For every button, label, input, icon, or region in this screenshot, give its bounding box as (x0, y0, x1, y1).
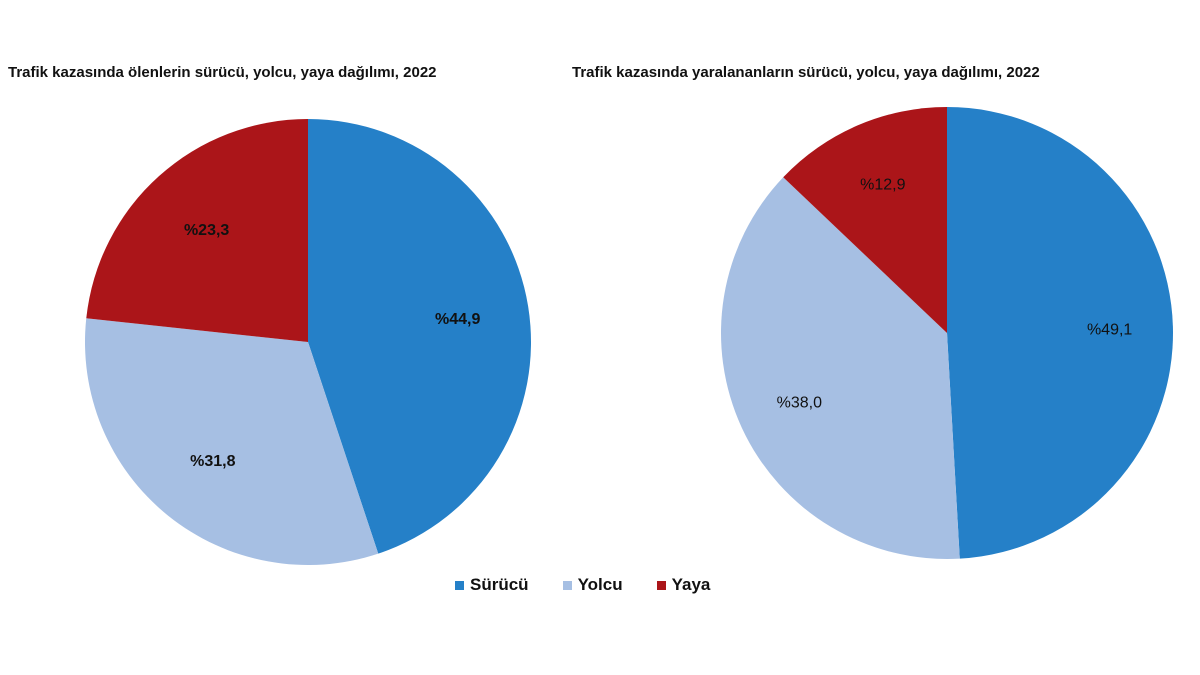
data-label: %12,9 (860, 176, 905, 193)
legend-item-yaya: Yaya (656, 575, 711, 595)
data-label: %38,0 (777, 394, 822, 411)
legend: Sürücü Yolcu Yaya (455, 575, 710, 595)
legend-swatch (656, 580, 666, 590)
pie-slice-yolcu (721, 177, 960, 559)
data-label: %31,8 (190, 453, 235, 470)
data-label: %49,1 (1087, 321, 1132, 338)
data-label: %44,9 (435, 311, 480, 328)
data-label: %23,3 (184, 222, 229, 239)
legend-item-yolcu: Yolcu (562, 575, 623, 595)
legend-swatch (455, 580, 464, 590)
legend-item-surucu: Sürücü (455, 575, 529, 595)
chart-title-injuries: Trafik kazasında yaralananların sürücü, … (572, 64, 1040, 81)
pie-slice-yaya (783, 107, 947, 333)
legend-swatch (562, 580, 572, 590)
legend-label: Yaya (671, 575, 711, 594)
pie-slice-sürücü (947, 107, 1173, 559)
pie-slice-sürücü (308, 119, 532, 554)
pie-slice-yolcu (84, 318, 379, 565)
pie-slice-yaya (86, 119, 308, 342)
legend-label: Sürücü (470, 575, 529, 594)
chart-title-deaths: Trafik kazasında ölenlerin sürücü, yolcu… (8, 64, 437, 81)
legend-label: Yolcu (577, 575, 623, 594)
